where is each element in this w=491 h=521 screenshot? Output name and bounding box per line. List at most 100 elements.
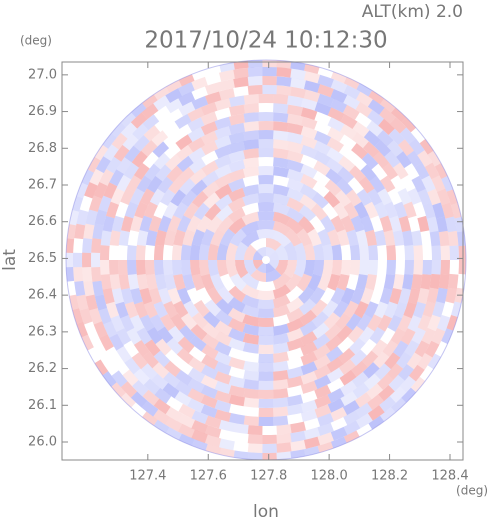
echo-cell: [350, 349, 367, 366]
echo-cell: [258, 389, 274, 400]
echo-cell: [124, 201, 139, 219]
echo-cell: [272, 230, 292, 248]
echo-cell: [174, 391, 192, 407]
echo-cell: [383, 230, 396, 246]
echo-cell: [228, 385, 245, 398]
echo-cell: [392, 274, 405, 290]
echo-cell: [446, 189, 458, 206]
echo-cell: [82, 238, 93, 254]
echo-cell: [186, 215, 202, 233]
echo-cell: [203, 192, 221, 209]
echo-cell: [340, 260, 351, 276]
echo-cell: [339, 369, 357, 386]
echo-cell: [293, 260, 306, 278]
echo-cell: [243, 130, 259, 141]
echo-cell: [166, 337, 183, 355]
echo-cell: [196, 215, 212, 233]
echo-cell: [314, 394, 332, 409]
echo-cell: [330, 88, 348, 103]
echo-cell: [214, 331, 232, 347]
echo-cell: [227, 307, 246, 323]
echo-cell: [136, 175, 152, 193]
echo-cell: [173, 300, 189, 319]
echo-cell: [300, 116, 318, 130]
echo-cell: [76, 182, 89, 199]
echo-cell: [200, 121, 218, 136]
plot-frame: [61, 61, 464, 461]
echo-cell: [143, 125, 161, 142]
echo-cell: [342, 400, 360, 416]
echo-cell: [109, 245, 119, 260]
echo-cell: [129, 314, 145, 332]
echo-cell: [413, 245, 423, 260]
echo-cell: [337, 166, 355, 184]
echo-cell: [273, 351, 289, 363]
echo-cell: [309, 286, 326, 305]
echo-cell: [262, 66, 277, 77]
echo-cell: [398, 363, 414, 381]
echo-cell: [83, 280, 95, 297]
echo-cell: [449, 260, 459, 275]
echo-cell: [167, 287, 182, 305]
echo-cell: [354, 392, 372, 408]
echo-cell: [229, 95, 245, 107]
echo-cell: [102, 288, 115, 305]
echo-cell: [330, 98, 348, 113]
echo-cell: [440, 260, 450, 275]
echo-cell: [343, 85, 361, 100]
echo-cell: [377, 260, 387, 275]
echo-cell: [214, 154, 232, 169]
y-tick-label: 26.6: [28, 214, 57, 229]
echo-cell: [151, 373, 169, 390]
echo-cell: [172, 260, 183, 276]
echo-cell: [214, 390, 232, 404]
echo-cell: [131, 352, 148, 370]
echo-cell: [201, 333, 219, 350]
echo-cell: [191, 76, 208, 91]
echo-cell: [181, 244, 192, 260]
echo-cell: [115, 301, 129, 319]
echo-cell: [350, 215, 365, 233]
echo-cell: [401, 117, 417, 133]
echo-cell: [228, 337, 246, 352]
echo-cell: [272, 272, 292, 290]
y-tick-label: 26.2: [28, 361, 57, 376]
echo-cell: [243, 94, 259, 105]
echo-cell: [441, 176, 454, 192]
echo-cell: [109, 230, 121, 246]
echo-cell: [432, 301, 445, 318]
echo-cell: [241, 304, 260, 318]
echo-cell: [143, 301, 158, 319]
echo-cell: [247, 60, 263, 68]
echo-cell: [377, 129, 394, 147]
echo-cell: [103, 182, 118, 199]
echo-cell: [200, 228, 215, 247]
echo-cell: [262, 452, 277, 461]
echo-cell: [351, 132, 369, 149]
echo-cell: [229, 228, 247, 247]
echo-cell: [374, 229, 387, 246]
echo-cell: [406, 352, 423, 370]
echo-cell: [215, 309, 233, 326]
echo-cell: [214, 173, 232, 189]
echo-cell: [152, 362, 170, 379]
echo-cell: [228, 141, 246, 154]
y-tick-label: 26.4: [28, 288, 57, 303]
echo-cell: [417, 353, 433, 370]
echo-cell: [109, 169, 125, 187]
echo-cell: [355, 91, 373, 107]
echo-cell: [164, 229, 177, 246]
echo-cell: [257, 317, 275, 327]
echo-cell: [286, 207, 304, 223]
echo-cell: [233, 76, 249, 88]
echo-cell: [342, 104, 360, 120]
echo-cell: [187, 398, 205, 413]
echo-cell: [67, 224, 77, 240]
echo-cell: [343, 94, 361, 110]
echo-cell: [390, 327, 406, 345]
echo-cell: [333, 202, 349, 220]
echo-cell: [66, 238, 75, 254]
echo-cell: [193, 300, 210, 318]
echo-cell: [183, 202, 199, 220]
echo-cell: [215, 204, 234, 222]
